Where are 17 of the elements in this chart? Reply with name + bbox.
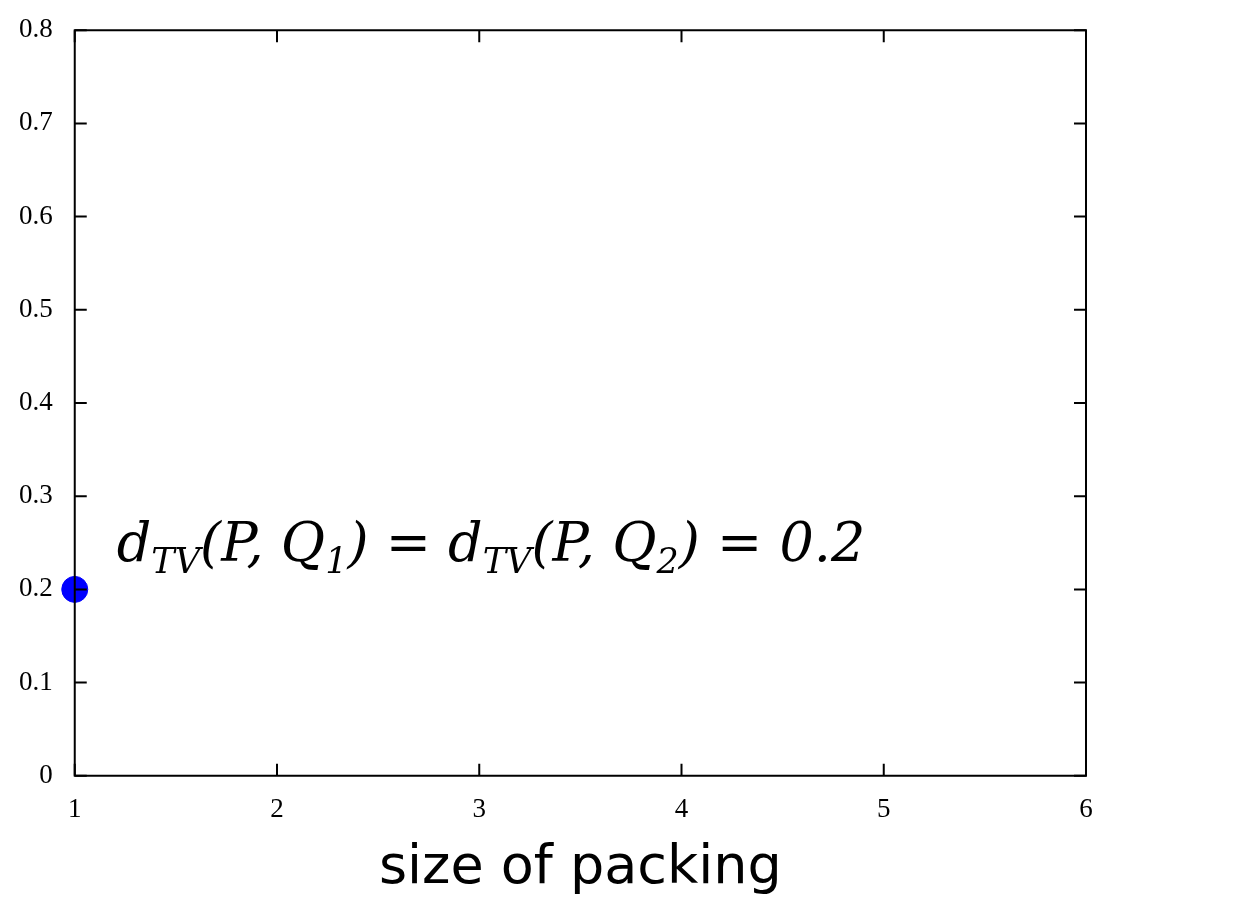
y-tick-label: 0.5	[19, 292, 53, 323]
x-axis-title: size of packing	[378, 832, 782, 896]
y-tick-label: 0	[39, 758, 53, 789]
text: d$_{TV}$(P, Q$_{1}$) = d$_{TV}$(P, Q$_{2}$) = 0.2	[116, 510, 866, 581]
y-tick-label: 0.3	[19, 479, 53, 510]
x-tick-label: 3	[472, 793, 486, 824]
y-tick-label: 0.2	[19, 572, 53, 603]
y-tick-label: 0.1	[19, 665, 53, 696]
x-tick-label: 1	[68, 793, 82, 824]
y-tick-label: 0.7	[19, 106, 53, 137]
x-tick-label: 2	[270, 793, 284, 824]
y-tick-label: 0.6	[19, 199, 53, 230]
x-tick-label: 5	[877, 793, 891, 824]
y-tick-label: 0.8	[19, 13, 53, 44]
x-tick-label: 6	[1079, 793, 1093, 824]
y-tick-label: 0.4	[19, 386, 54, 417]
x-tick-label: 4	[674, 793, 689, 824]
